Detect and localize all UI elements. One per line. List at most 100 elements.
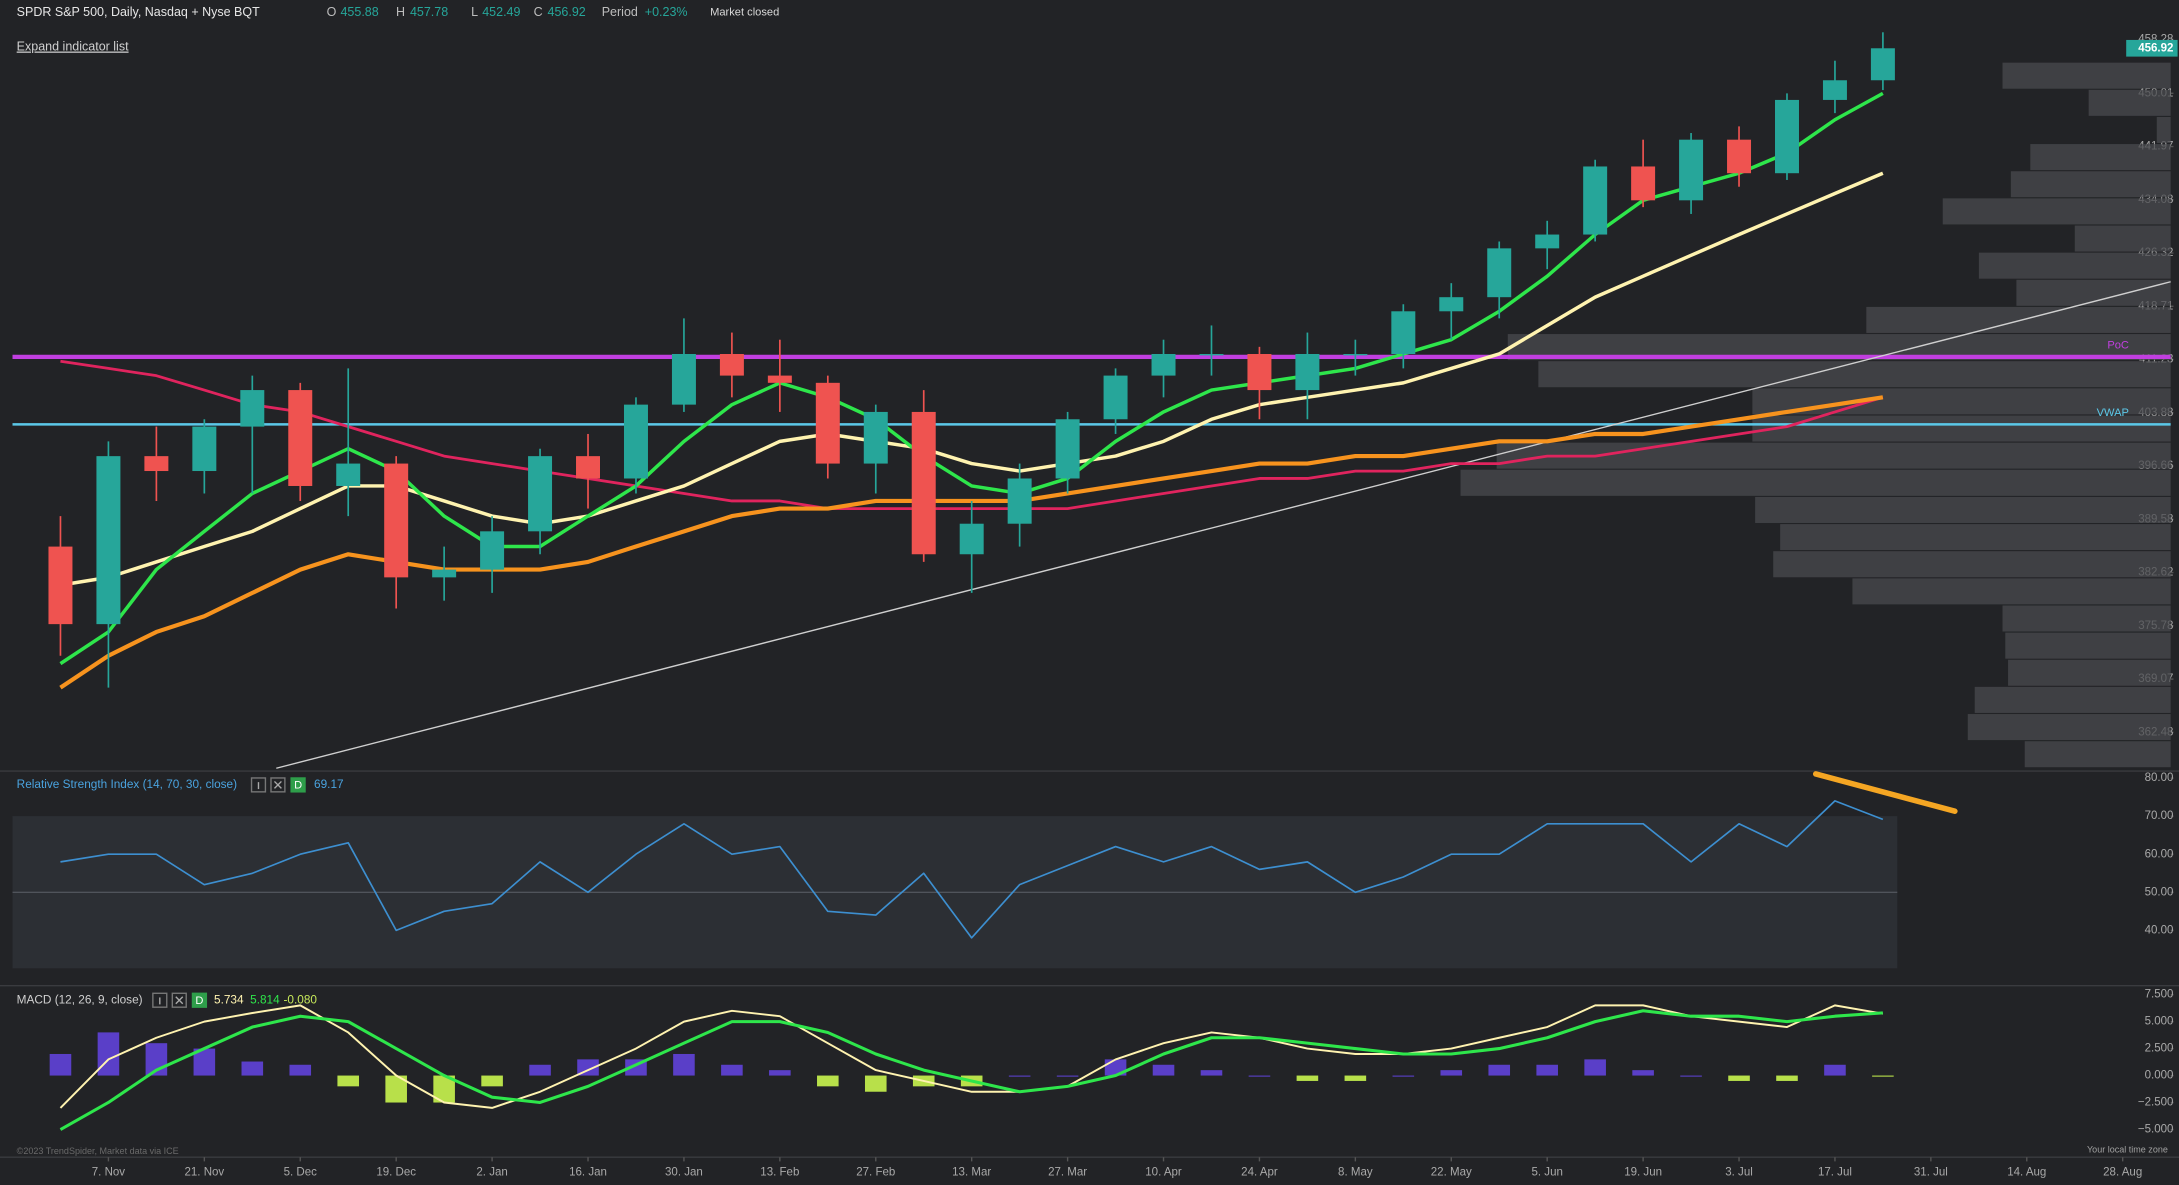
candle-body: [1295, 354, 1320, 391]
mode-badge[interactable]: [191, 992, 208, 1008]
candle-body: [48, 546, 73, 625]
histogram-bar: [1056, 1075, 1079, 1077]
mode-badge[interactable]: [290, 777, 306, 793]
header: SPDR S&P 500, Daily, Nasdaq + Nyse BQT O…: [17, 5, 780, 54]
x-tick-label: 10. Apr: [1145, 1167, 1182, 1179]
x-tick-label: 28. Aug: [2103, 1167, 2142, 1179]
volume-profile-bar: [1852, 578, 2171, 605]
volume-profile-bar: [2088, 89, 2171, 116]
mode-badge-text: D: [294, 780, 302, 792]
histogram-bar: [864, 1075, 887, 1092]
histogram-bar: [49, 1053, 72, 1076]
volume-profile-bar: [1460, 469, 2171, 496]
candle-body: [1439, 297, 1464, 312]
x-tick-label: 3. Jul: [1725, 1167, 1753, 1179]
histogram-bar: [1008, 1075, 1031, 1077]
candle-body: [911, 411, 936, 555]
histogram-bar: [1776, 1075, 1798, 1081]
volume-profile-bar: [1967, 714, 2171, 741]
candle-body: [480, 531, 505, 570]
histogram-bar: [1392, 1075, 1415, 1077]
histogram-bar: [1248, 1075, 1271, 1077]
close-button[interactable]: [270, 777, 286, 793]
candle-body: [240, 390, 265, 427]
histogram-bar: [673, 1053, 695, 1076]
histogram-bar: [1344, 1075, 1367, 1081]
volume-profile-bar: [1752, 415, 2171, 442]
histogram-bar: [1872, 1075, 1894, 1077]
ohlc-label: H: [396, 5, 405, 19]
candle-body: [288, 390, 313, 486]
ohlc-value: 452.49: [482, 5, 520, 19]
ohlc-value: 455.88: [340, 5, 378, 19]
histogram-bar: [241, 1061, 264, 1076]
indicator-line: [59, 1004, 1884, 1109]
indicator-line: [60, 800, 1884, 939]
x-tick-label: 7. Nov: [92, 1167, 126, 1179]
macd-header: MACD (12, 26, 9, close) D 5.734 5.814 -0…: [17, 992, 317, 1008]
x-tick-label: 19. Dec: [376, 1167, 416, 1179]
period-label: Period: [602, 5, 638, 19]
candle-body: [1391, 311, 1416, 355]
signal-readout: 5.814: [250, 992, 280, 1006]
y-tick-label: 418.71: [2138, 300, 2173, 312]
candle-body: [1103, 375, 1128, 420]
y-tick-label: −2.500: [2138, 1097, 2174, 1109]
candle-body: [1247, 354, 1272, 391]
volume-profile-bar: [1496, 442, 2171, 469]
close-icon: [175, 996, 184, 1005]
histogram-bar: [385, 1075, 407, 1103]
last-price-label: 456.92: [2138, 42, 2173, 54]
candle-body: [1631, 166, 1656, 201]
candle-body: [623, 404, 648, 479]
candle-body: [384, 463, 409, 578]
histogram-bar: [1824, 1064, 1846, 1076]
close-button[interactable]: [171, 992, 187, 1008]
expand-indicator-list[interactable]: Expand indicator list: [17, 40, 129, 54]
x-tick-label: 5. Jun: [1532, 1167, 1563, 1179]
candle-body: [1151, 354, 1176, 376]
symbol-title: SPDR S&P 500, Daily, Nasdaq + Nyse BQT: [17, 5, 260, 19]
indicator-line: [59, 91, 1884, 666]
volume-profile-bar: [2008, 659, 2171, 686]
histogram-readout: -0.080: [283, 992, 317, 1006]
info-button[interactable]: [250, 777, 267, 793]
candle-body: [432, 569, 457, 578]
ohlc-label: L: [471, 5, 478, 19]
candle-body: [863, 411, 888, 464]
histogram-bar: [337, 1075, 360, 1087]
info-button[interactable]: [152, 992, 168, 1008]
trend-line: [276, 281, 2171, 769]
volume-profile-bar: [1752, 388, 2171, 415]
volume-profile-bar: [1755, 496, 2171, 523]
histogram-bar: [721, 1064, 743, 1076]
histogram-bar: [817, 1075, 839, 1087]
histogram-bar: [1632, 1070, 1654, 1076]
timezone-note: Your local time zone: [2087, 1145, 2168, 1155]
y-tick-label: 0.000: [2145, 1070, 2174, 1082]
candle-body: [1199, 354, 1224, 356]
volume-profile-bar: [1773, 551, 2171, 578]
volume-profile-bar: [1942, 198, 2171, 225]
x-tick-label: 19. Jun: [1624, 1167, 1662, 1179]
candle-body: [767, 375, 792, 383]
candle-body: [815, 382, 840, 464]
x-tick-label: 13. Feb: [760, 1167, 799, 1179]
candle-body: [1870, 48, 1895, 81]
histogram-bar: [1152, 1064, 1175, 1076]
close-icon: [273, 780, 282, 789]
candle-body: [1679, 139, 1704, 201]
plot-layer: 362.48369.07375.78382.62389.58396.66403.…: [12, 32, 2178, 1179]
candle-body: [671, 354, 696, 405]
mode-badge-text: D: [195, 995, 203, 1007]
indicator-title: Relative Strength Index (14, 70, 30, clo…: [17, 777, 237, 791]
volume-profile-bar: [1780, 524, 2171, 551]
volume-profile-bar: [2002, 62, 2171, 89]
x-tick-label: 21. Nov: [184, 1167, 224, 1179]
histogram-bar: [1584, 1059, 1606, 1076]
rsi-header: Relative Strength Index (14, 70, 30, clo…: [17, 777, 344, 793]
last-price-badge: [2126, 39, 2178, 57]
